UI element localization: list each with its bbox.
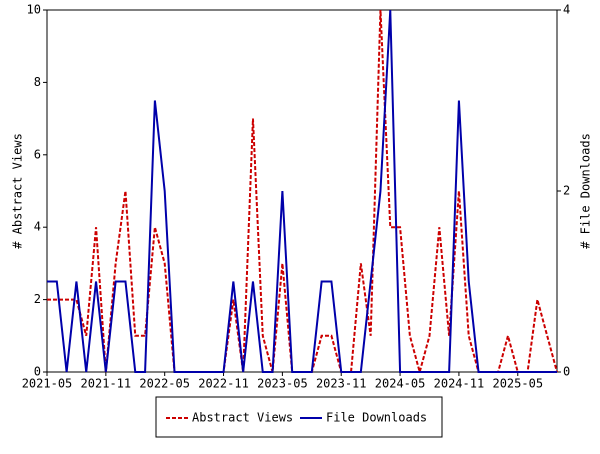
x-tick-label: 2023-11 — [316, 377, 367, 391]
x-tick-label: 2022-05 — [139, 377, 190, 391]
y2-tick-label: 2 — [563, 184, 570, 198]
y-tick-label: 2 — [34, 292, 41, 306]
legend-label: Abstract Views — [192, 411, 293, 425]
plot-frame — [46, 9, 558, 373]
y2-tick-label: 0 — [563, 365, 570, 379]
legend-box — [155, 396, 443, 438]
x-tick-label: 2023-05 — [257, 377, 308, 391]
y-tick-label: 6 — [34, 147, 41, 161]
x-tick-label: 2025-05 — [492, 377, 543, 391]
x-tick-label: 2021-05 — [22, 377, 73, 391]
y2-tick-label: 4 — [563, 3, 570, 17]
x-tick-label: 2024-05 — [375, 377, 426, 391]
y-tick-label: 10 — [27, 3, 41, 17]
x-tick-label: 2024-11 — [434, 377, 485, 391]
y-axis-label: # Abstract Views — [11, 133, 25, 249]
x-tick-label: 2022-11 — [198, 377, 249, 391]
legend-label: File Downloads — [326, 411, 427, 425]
y-tick-label: 8 — [34, 75, 41, 89]
series-line — [47, 9, 558, 376]
y2-axis-label: # File Downloads — [579, 133, 593, 249]
y-tick-label: 0 — [34, 365, 41, 379]
series-line — [47, 9, 557, 373]
y-tick-label: 4 — [34, 220, 41, 234]
x-tick-label: 2021-11 — [81, 377, 132, 391]
